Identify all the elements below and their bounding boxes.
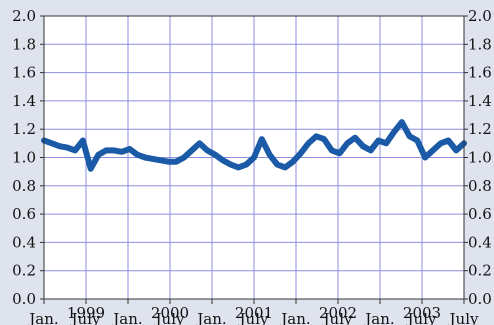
data-point — [204, 147, 210, 153]
data-point — [49, 140, 55, 146]
data-point — [375, 138, 381, 143]
data-point — [111, 147, 117, 153]
y-tick-label-right: 1.0 — [468, 149, 492, 167]
data-point — [72, 147, 78, 153]
data-point — [430, 147, 436, 153]
x-tick-label: Jan. — [279, 310, 310, 325]
x-tick-label: July — [70, 310, 101, 325]
data-point — [127, 146, 133, 152]
x-tick-label: Jan. — [27, 310, 58, 325]
data-point — [313, 133, 319, 139]
data-point — [383, 140, 389, 146]
data-point — [165, 159, 171, 165]
data-point — [337, 150, 343, 156]
y-tick-label-right: 0.4 — [468, 233, 492, 251]
x-tick-year: 2003 — [403, 304, 441, 322]
y-tick-label-right: 0.2 — [468, 262, 492, 280]
data-point — [64, 145, 70, 151]
data-point — [235, 164, 241, 170]
data-point — [95, 152, 101, 158]
data-point — [173, 159, 179, 165]
data-point — [360, 143, 366, 149]
data-point — [181, 155, 187, 160]
data-point — [119, 149, 125, 155]
data-point — [142, 155, 148, 160]
y-tick-label-right: 1.4 — [468, 92, 492, 110]
y-tick-label-right: 1.2 — [468, 120, 492, 138]
data-point — [399, 119, 405, 125]
y-tick-label-left: 1.8 — [12, 35, 36, 53]
data-point — [321, 136, 327, 142]
y-tick-label-right: 1.6 — [468, 64, 492, 82]
y-tick-label-left: 1.6 — [12, 64, 36, 82]
data-point — [212, 152, 218, 158]
data-point — [228, 162, 234, 168]
y-tick-label-right: 1.8 — [468, 35, 492, 53]
y-tick-label-left: 1.2 — [12, 120, 36, 138]
data-point — [197, 140, 203, 146]
y-tick-label-left: 0.2 — [12, 262, 36, 280]
data-point — [57, 143, 63, 149]
x-tick-label: July — [406, 310, 437, 325]
x-tick-label: Jan. — [363, 310, 394, 325]
data-point — [220, 157, 226, 163]
data-point — [267, 152, 273, 158]
data-point — [150, 156, 156, 162]
x-tick-label: July — [322, 310, 353, 325]
y-tick-label-right: 0.8 — [468, 177, 492, 195]
data-point — [391, 129, 397, 135]
y-tick-label-left: 0.4 — [12, 233, 36, 251]
data-point — [352, 135, 358, 141]
x-tick-year: 2002 — [319, 304, 357, 322]
x-tick-year: 1999 — [67, 304, 105, 322]
data-point — [274, 162, 280, 168]
x-tick-label: July — [154, 310, 185, 325]
y-tick-label-right: 2.0 — [468, 7, 492, 25]
y-tick-label-left: 2.0 — [12, 7, 36, 25]
data-point — [329, 147, 335, 153]
data-point — [290, 159, 296, 165]
y-tick-label-left: 1.0 — [12, 149, 36, 167]
data-point — [158, 157, 164, 163]
data-point — [259, 136, 265, 142]
data-point — [282, 164, 288, 170]
y-axis-left: 0.0 0.2 0.4 0.6 0.8 1.0 1.2 1.4 1.6 1.8 2.0 — [12, 7, 44, 308]
data-point — [80, 138, 86, 143]
x-tick-label: Jan. — [195, 310, 226, 325]
x-tick-year: 2001 — [235, 304, 273, 322]
data-point — [407, 133, 413, 139]
x-tick-label: July — [448, 310, 479, 325]
y-tick-label-right: 0.0 — [468, 290, 492, 308]
series-layer — [41, 119, 467, 172]
data-point — [453, 147, 459, 153]
data-point — [251, 155, 257, 160]
x-tick-label: Jan. — [111, 310, 142, 325]
data-point — [414, 138, 420, 143]
data-point — [344, 140, 350, 146]
y-tick-label-left: 1.4 — [12, 92, 36, 110]
data-point — [103, 147, 109, 153]
y-axis-right: 0.0 0.2 0.4 0.6 0.8 1.0 1.2 1.4 1.6 1.8 2.0 — [464, 7, 492, 308]
y-tick-label-left: 0.0 — [12, 290, 36, 308]
data-point — [134, 152, 140, 158]
data-point — [298, 150, 304, 156]
data-point — [445, 138, 451, 143]
data-point — [438, 140, 444, 146]
data-point — [88, 166, 94, 172]
x-tick-label: July — [238, 310, 269, 325]
x-tick-year: 2000 — [151, 304, 189, 322]
data-point — [189, 147, 195, 153]
y-tick-label-left: 0.6 — [12, 205, 36, 223]
y-tick-label-right: 0.6 — [468, 205, 492, 223]
data-point — [422, 155, 428, 160]
data-point — [368, 147, 374, 153]
data-point — [305, 140, 311, 146]
y-tick-label-left: 0.8 — [12, 177, 36, 195]
data-point — [243, 162, 249, 168]
